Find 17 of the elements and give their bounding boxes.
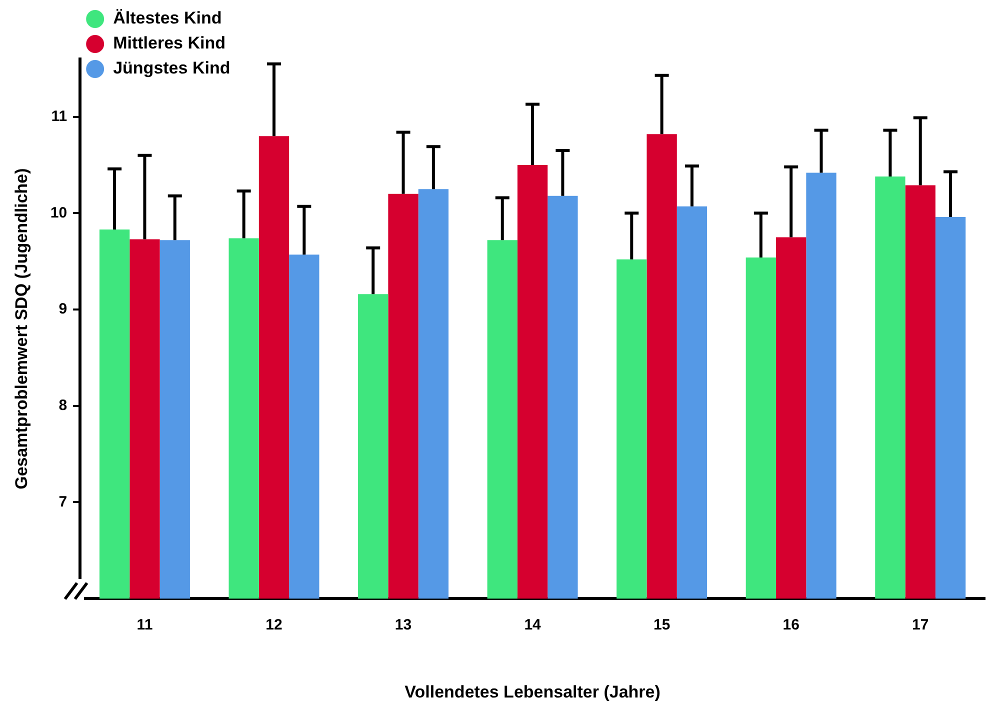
x-tick-label: 16 bbox=[782, 616, 800, 634]
y-axis-title: Gesamtproblemwert SDQ (Jugendliche) bbox=[12, 168, 31, 490]
legend-label: Mittleres Kind bbox=[113, 34, 226, 53]
x-tick-label: 15 bbox=[653, 616, 670, 634]
y-tick-label: 7 bbox=[58, 493, 68, 510]
legend-label: Jüngstes Kind bbox=[113, 58, 230, 78]
y-tick-label: 9 bbox=[58, 300, 68, 318]
y-tick-label: 10 bbox=[50, 204, 68, 222]
x-axis-title: Vollendetes Lebensalter (Jahre) bbox=[404, 682, 660, 702]
x-tick-label: 11 bbox=[136, 616, 153, 634]
x-tick-label: 14 bbox=[524, 616, 542, 634]
y-tick-label: 8 bbox=[58, 397, 68, 414]
y-tick-label: 11 bbox=[51, 108, 68, 125]
legend-label: Ältestes Kind bbox=[113, 8, 222, 28]
x-tick-label: 13 bbox=[394, 616, 412, 634]
x-tick-label: 12 bbox=[266, 616, 282, 634]
x-tick-label: 17 bbox=[912, 616, 929, 634]
